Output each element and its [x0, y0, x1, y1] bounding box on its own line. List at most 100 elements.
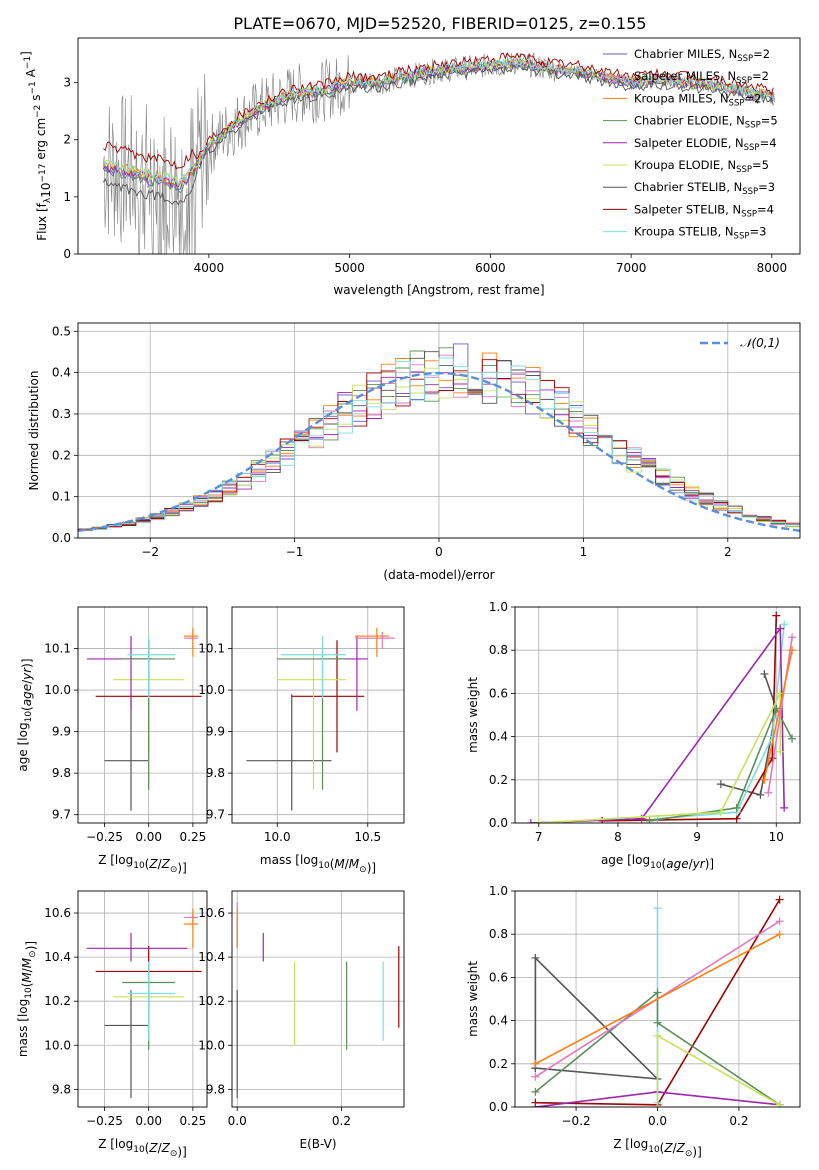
- series-marker-salpeter_elodie: [526, 819, 535, 823]
- panel-mass-vs-z: −0.25 0.00 0.259.810.010.210.410.6Z [log10…: [16, 890, 208, 1159]
- plot-area-residuals: [78, 343, 800, 538]
- label-part: 10: [24, 987, 34, 999]
- x-tick-label: 0.25: [180, 1114, 207, 1128]
- y-tick-label: 9.8: [206, 766, 225, 780]
- series-line-chabrier_elodie: [534, 990, 781, 1106]
- y-tick-label: 0.3: [52, 407, 71, 421]
- y-tick-label: 0: [63, 247, 71, 261]
- y-tick-label: 10.0: [198, 683, 225, 697]
- label-part: ⊙: [28, 950, 38, 958]
- panel-mass-weight-vs-z: −0.2 0.0 0.2 0.0 0.2 0.4 0.6 0.8 1.0 mass weight Z…: [466, 884, 801, 1159]
- series-marker-kroupa_miles: [775, 930, 784, 939]
- y-tick-label: 10.0: [198, 1038, 225, 1052]
- x-tick-label: 4000: [194, 261, 225, 275]
- legend-sub: SSP: [741, 209, 757, 219]
- label-part: s: [29, 95, 43, 105]
- label-part: Z [log: [98, 853, 133, 867]
- series-marker-chabrier_elodie: [645, 816, 654, 823]
- label-part: erg cm: [34, 118, 48, 164]
- y-tick-label: 0.8: [489, 643, 508, 657]
- x-tick-label: 7: [535, 830, 543, 844]
- x-tick-label: 0.25: [180, 830, 207, 844]
- axes-frame: [231, 890, 405, 1108]
- series-marker-salpeter_stelib: [772, 611, 781, 620]
- x-tick-label: −0.25: [86, 830, 123, 844]
- y-axis-label: age [log10(age/yr)]: [16, 658, 34, 771]
- axes-frame: [77, 606, 208, 824]
- axes-frame: [514, 890, 801, 1108]
- legend-label-salpeter_elodie: Salpeter ELODIE, NSSP=4: [634, 136, 777, 153]
- x-axis-label: Z [log10(Z/Z⊙)]: [98, 1137, 187, 1159]
- y-axis-label: mass weight: [466, 961, 480, 1037]
- y-tick-label: 0.0: [52, 531, 71, 545]
- label-part: ⊙: [170, 1149, 178, 1159]
- series-marker-kroupa_miles: [531, 1059, 540, 1068]
- label-part: 10: [133, 861, 145, 871]
- label-part: Z: [663, 1141, 673, 1155]
- axes-frame: [77, 322, 801, 539]
- label-part: 10: [133, 1145, 145, 1155]
- y-axis-label: Normed distribution: [27, 371, 41, 491]
- plot-area-mass-weight-vs-z: [531, 895, 784, 1107]
- legend-post: =4: [757, 202, 774, 216]
- label-part: λ: [43, 197, 53, 203]
- x-tick-label: 0.0: [648, 1114, 667, 1128]
- series-marker-chabrier_elodie: [732, 803, 741, 812]
- plot-area-age-vs-z: [86, 627, 202, 811]
- legend-label-salpeter_stelib: Salpeter STELIB, NSSP=4: [634, 202, 774, 219]
- label-part: M: [349, 857, 360, 871]
- y-tick-label: 9.7: [52, 808, 71, 822]
- label-part: yr: [692, 857, 706, 871]
- x-tick-label: 5000: [334, 261, 365, 275]
- label-part: Z: [148, 857, 158, 871]
- axes-frame: [77, 37, 801, 255]
- series-marker-kroupa_elodie: [653, 1103, 662, 1107]
- label-part: Flux [f: [35, 202, 49, 240]
- y-tick-label: 9.8: [52, 1082, 71, 1096]
- label-part: 10: [39, 183, 53, 198]
- label-part: M: [20, 972, 34, 983]
- legend-text: Salpeter ELODIE, N: [634, 136, 744, 150]
- axes-frame: [231, 606, 405, 824]
- label-part: /: [158, 857, 163, 871]
- series-line-kroupa_miles: [535, 933, 780, 1065]
- plot-area-mass-vs-ebv: [236, 902, 400, 1099]
- label-part: −1: [23, 56, 33, 69]
- label-part: M: [20, 957, 34, 968]
- series-marker-kroupa_elodie: [716, 808, 725, 817]
- series-marker-salpeter_miles: [764, 788, 773, 797]
- label-part: mass [log: [260, 853, 318, 867]
- model-spectrum-kroupa_stelib: [102, 57, 774, 187]
- series-marker-salpeter_elodie: [776, 624, 785, 633]
- label-part: ⊙: [685, 1149, 693, 1159]
- series-marker-chabrier_elodie: [653, 1018, 662, 1027]
- series-line-kroupa_miles: [763, 650, 793, 780]
- x-axis-label: E(B-V): [299, 1137, 336, 1151]
- y-tick-label: 1.0: [489, 600, 508, 614]
- histogram-kroupa_stelib: [78, 357, 800, 538]
- legend-label-chabrier_elodie: Chabrier ELODIE, NSSP=5: [634, 114, 778, 131]
- y-tick-label: 10.0: [44, 1038, 71, 1052]
- x-tick-label: 7000: [616, 261, 647, 275]
- series-line-kroupa_elodie: [656, 1034, 780, 1107]
- series-marker-salpeter_miles: [775, 917, 784, 926]
- legend-label-kroupa_stelib: Kroupa STELIB, NSSP=3: [634, 225, 766, 242]
- label-part: age [log: [16, 722, 30, 771]
- legend-label-gaussian: 𝒩(0,1): [740, 336, 780, 350]
- x-tick-label: 1: [580, 545, 588, 559]
- label-part: age: [20, 684, 34, 706]
- series-marker-kroupa_stelib: [653, 904, 662, 913]
- panel-mass-weight-vs-age: 7 8 9 10 0.0 0.2 0.4 0.6 0.8 1.0 mass weight age [l…: [466, 600, 801, 871]
- legend-sub: SSP: [737, 54, 753, 64]
- x-axis-label: wavelength [Angstrom, rest frame]: [333, 283, 544, 297]
- y-tick-label: 10.4: [44, 950, 71, 964]
- y-tick-label: 2: [63, 133, 71, 147]
- label-part: ]: [19, 51, 33, 56]
- y-axis-label: mass weight: [466, 677, 480, 753]
- label-part: −1: [28, 81, 38, 94]
- series-marker-kroupa_miles: [788, 646, 797, 655]
- label-part: )]: [692, 1145, 701, 1159]
- series-marker-salpeter_elodie: [531, 1103, 540, 1107]
- series-line-chabrier_elodie: [649, 706, 793, 822]
